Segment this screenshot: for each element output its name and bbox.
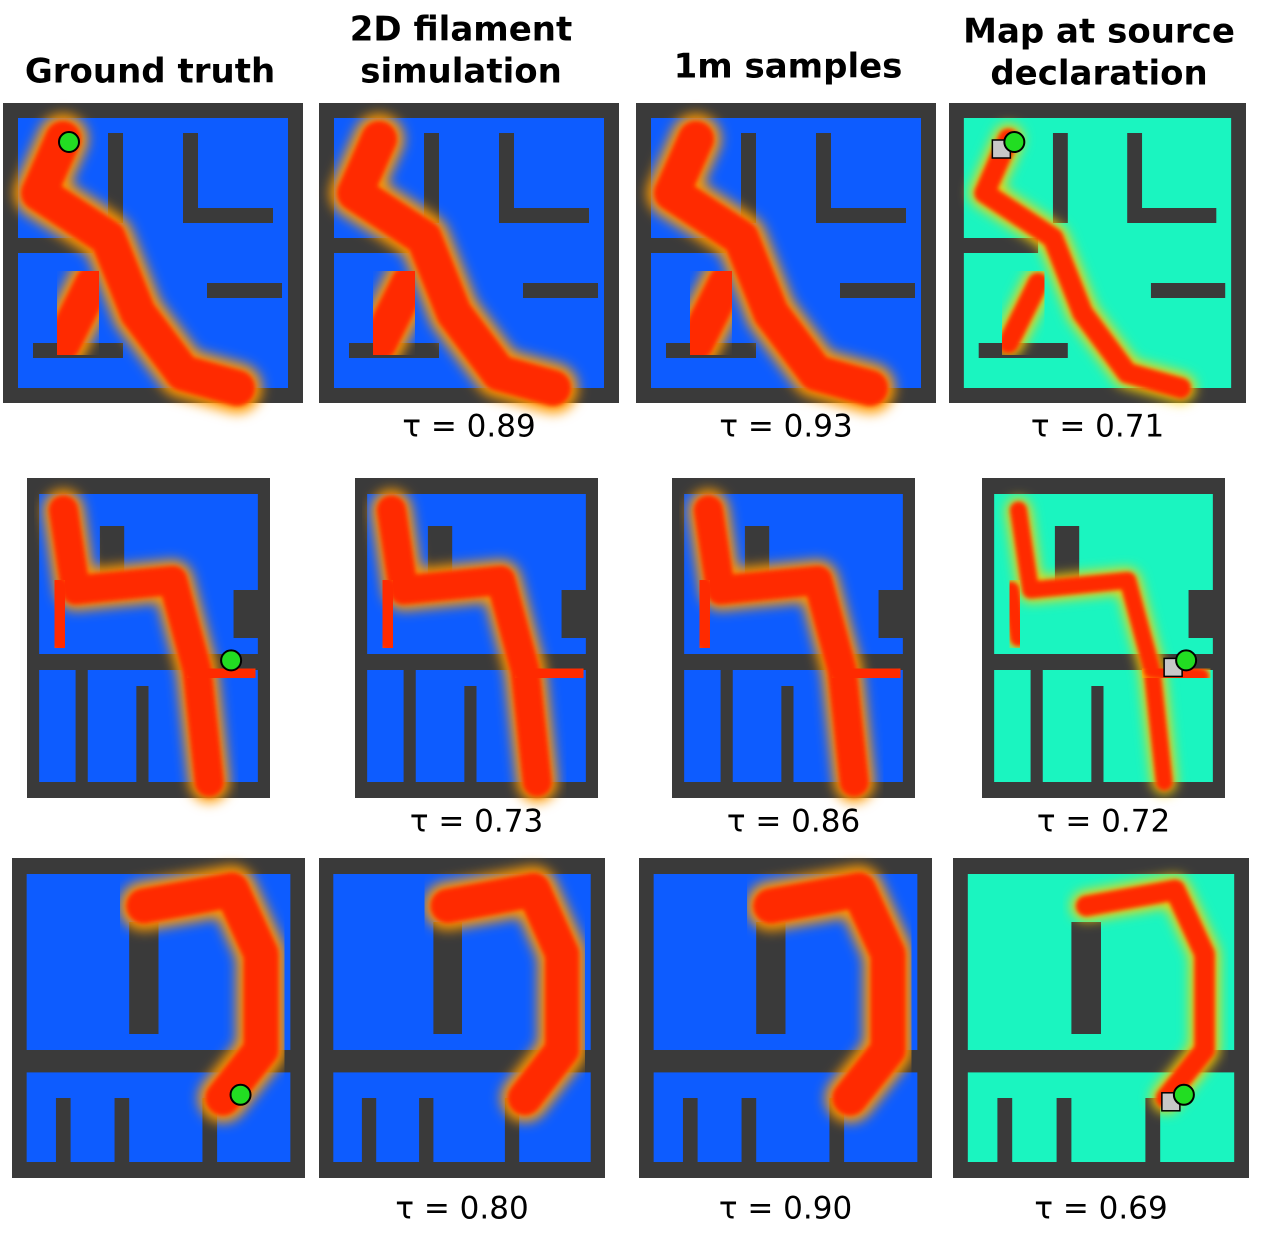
plume-core bbox=[998, 272, 1049, 354]
wall bbox=[1030, 670, 1043, 782]
wall bbox=[756, 922, 786, 1034]
plume-core bbox=[376, 495, 552, 797]
heatmap-panel bbox=[319, 858, 605, 1178]
wall bbox=[361, 1098, 377, 1162]
plume-core bbox=[21, 121, 255, 406]
wall bbox=[1056, 1098, 1072, 1162]
true-source bbox=[1003, 131, 1026, 153]
heatmap-panel bbox=[636, 103, 936, 414]
plume-core bbox=[430, 872, 580, 1116]
plume-core bbox=[678, 265, 744, 361]
true-source bbox=[1172, 1083, 1195, 1106]
wall bbox=[1071, 922, 1101, 1034]
tau-label: τ = 0.71 bbox=[1031, 409, 1164, 445]
plume-core bbox=[974, 128, 1192, 399]
wall bbox=[523, 283, 598, 298]
column-header: Map at source bbox=[963, 12, 1235, 52]
plume-core bbox=[45, 265, 111, 361]
wall bbox=[1127, 133, 1143, 208]
plume-core bbox=[1002, 581, 1027, 647]
wall bbox=[1145, 1098, 1161, 1162]
wall bbox=[207, 283, 282, 298]
wall bbox=[1052, 133, 1068, 223]
plume-core bbox=[48, 495, 224, 797]
plume-core bbox=[361, 265, 427, 361]
tau-label: τ = 0.93 bbox=[719, 409, 852, 445]
wall bbox=[1127, 208, 1217, 223]
column-header: simulation bbox=[360, 52, 562, 92]
heatmap-panel bbox=[355, 478, 598, 803]
wall bbox=[424, 133, 439, 223]
plume-core bbox=[1009, 501, 1173, 791]
tau-label: τ = 0.86 bbox=[727, 804, 860, 840]
tau-label: τ = 0.69 bbox=[1034, 1191, 1167, 1227]
plume-core bbox=[654, 121, 888, 406]
plume-core bbox=[686, 575, 724, 653]
heatmap-panel bbox=[3, 103, 303, 414]
wall bbox=[878, 590, 915, 638]
wall bbox=[108, 133, 123, 223]
tau-label: τ = 0.73 bbox=[410, 804, 543, 840]
wall bbox=[464, 686, 477, 782]
wall bbox=[720, 670, 733, 782]
wall bbox=[136, 686, 149, 782]
heatmap-panel bbox=[982, 478, 1225, 798]
plume-core bbox=[126, 872, 279, 1116]
wall bbox=[949, 238, 1039, 253]
plume-core bbox=[510, 655, 589, 691]
wall bbox=[183, 208, 273, 223]
plume-core bbox=[41, 575, 79, 653]
wall bbox=[561, 590, 598, 638]
wall bbox=[114, 1098, 130, 1162]
wall bbox=[433, 922, 462, 1034]
column-header: Ground truth bbox=[25, 52, 275, 92]
wall bbox=[183, 133, 198, 208]
heatmap-panel bbox=[319, 103, 619, 414]
tau-label: τ = 0.90 bbox=[719, 1191, 852, 1227]
true-source bbox=[220, 649, 243, 672]
wall bbox=[741, 133, 756, 223]
column-header: 1m samples bbox=[674, 47, 903, 87]
plume-core bbox=[182, 655, 261, 691]
plume-core bbox=[693, 495, 869, 797]
column-header: 2D filament bbox=[350, 10, 572, 50]
tau-label: τ = 0.72 bbox=[1037, 804, 1170, 840]
wall bbox=[233, 590, 270, 638]
wall bbox=[840, 283, 915, 298]
heatmap-panel bbox=[12, 858, 305, 1178]
wall bbox=[682, 1098, 698, 1162]
wall bbox=[781, 686, 794, 782]
tau-label: τ = 0.80 bbox=[395, 1191, 528, 1227]
heatmap-panel bbox=[27, 478, 270, 803]
plume-core bbox=[827, 655, 906, 691]
wall bbox=[816, 208, 906, 223]
wall bbox=[129, 922, 159, 1034]
plume-core bbox=[753, 872, 906, 1116]
wall bbox=[997, 1098, 1013, 1162]
plume-core bbox=[1075, 879, 1215, 1109]
heatmap-panel bbox=[672, 478, 915, 803]
wall bbox=[1188, 590, 1225, 638]
wall bbox=[419, 1098, 434, 1162]
column-header: declaration bbox=[990, 54, 1207, 94]
plume-core bbox=[369, 575, 407, 653]
heatmap-panel bbox=[639, 858, 932, 1178]
wall bbox=[816, 133, 831, 208]
wall bbox=[403, 670, 416, 782]
wall bbox=[1091, 686, 1104, 782]
true-source bbox=[229, 1083, 252, 1106]
wall bbox=[741, 1098, 757, 1162]
wall bbox=[55, 1098, 71, 1162]
heatmap-panel bbox=[949, 103, 1246, 403]
wall bbox=[75, 670, 88, 782]
plume-core bbox=[337, 121, 571, 406]
wall bbox=[499, 133, 514, 208]
tau-label: τ = 0.89 bbox=[402, 409, 535, 445]
heatmap-panel bbox=[953, 858, 1249, 1178]
true-source bbox=[1175, 649, 1198, 672]
wall bbox=[1150, 283, 1226, 298]
true-source bbox=[58, 131, 80, 153]
wall bbox=[499, 208, 589, 223]
